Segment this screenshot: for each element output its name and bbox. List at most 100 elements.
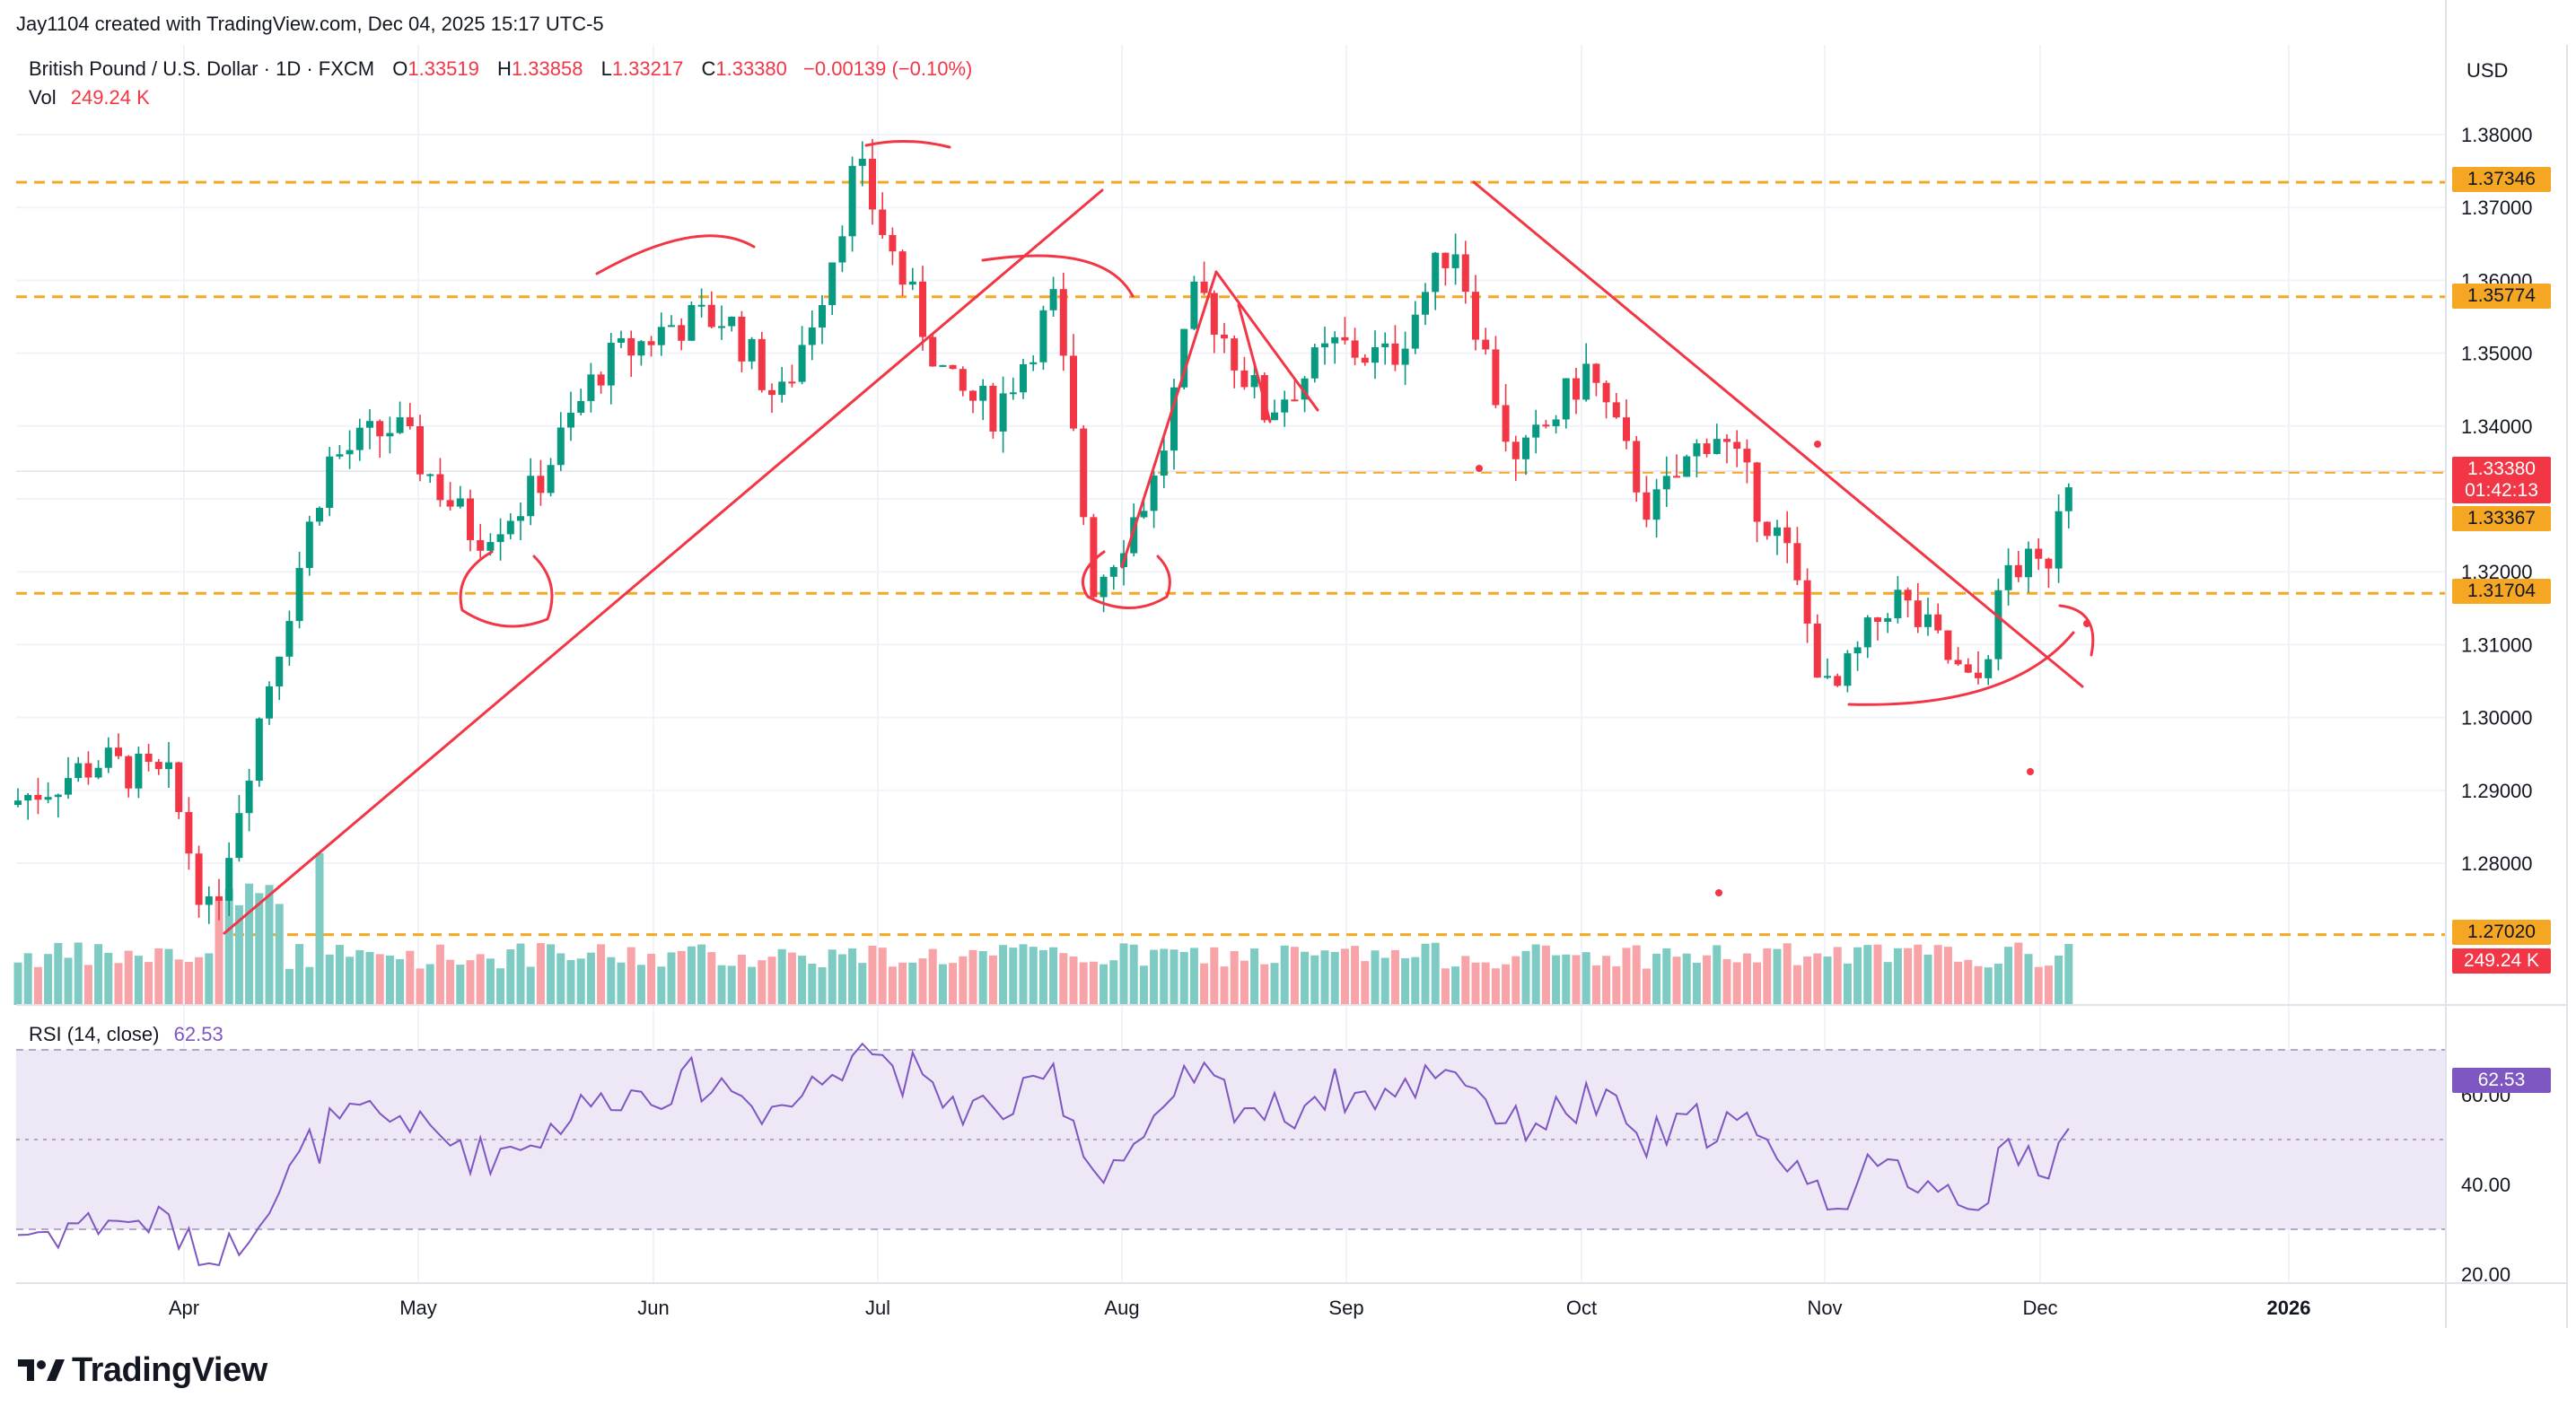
candle-body xyxy=(376,421,384,437)
candle-body xyxy=(1070,355,1077,429)
candle-body xyxy=(316,508,323,522)
chart-credit: Jay1104 created with TradingView.com, De… xyxy=(16,13,604,36)
volume-bar xyxy=(1511,956,1520,1005)
volume-bar xyxy=(1632,945,1641,1005)
volume-bar xyxy=(1763,948,1772,1005)
currency-button[interactable]: USD xyxy=(2459,57,2515,84)
time-tick-label: Apr xyxy=(169,1297,199,1319)
candle-body xyxy=(1472,292,1479,340)
candle-body xyxy=(647,341,655,345)
volume-bar xyxy=(1160,948,1169,1005)
candle-body xyxy=(1703,443,1711,454)
candle-body xyxy=(668,325,675,328)
marker-dot xyxy=(2083,620,2090,627)
candle-body xyxy=(1844,653,1852,686)
candle-body xyxy=(1020,363,1027,393)
candle-body xyxy=(929,336,937,367)
rsi-tag: 62.53 xyxy=(2452,1068,2551,1093)
candle-body xyxy=(1240,370,1249,388)
tradingview-logo[interactable]: TradingView xyxy=(18,1351,267,1390)
candle-body xyxy=(1713,439,1721,454)
volume-bar xyxy=(1662,948,1671,1005)
volume-bar xyxy=(777,948,786,1005)
candle-body xyxy=(456,498,464,507)
rsi-label: RSI (14, close) xyxy=(29,1023,160,1045)
candle-body xyxy=(326,456,334,509)
volume-legend[interactable]: Vol 249.24 K xyxy=(29,86,150,109)
candle-body xyxy=(1914,600,1922,627)
volume-bar xyxy=(1904,948,1913,1005)
volume-bar xyxy=(1803,957,1812,1005)
candle-body xyxy=(1964,664,1972,673)
candle-body xyxy=(517,516,524,521)
volume-bar xyxy=(325,954,334,1005)
time-tick-label: Nov xyxy=(1807,1297,1842,1319)
candle-body xyxy=(1281,399,1289,413)
candle-body xyxy=(1180,328,1188,388)
volume-bar xyxy=(1974,965,1983,1005)
volume-bar xyxy=(265,885,274,1005)
countdown-tag: 01:42:13 xyxy=(2452,478,2551,503)
volume-bar xyxy=(145,962,153,1005)
rsi-line xyxy=(17,1042,2070,1267)
volume-bar xyxy=(346,957,355,1005)
candle-body xyxy=(2004,564,2012,590)
marker-dot xyxy=(1476,465,1483,472)
candle-body xyxy=(215,895,223,901)
candle-body xyxy=(1080,428,1088,518)
volume-bar xyxy=(1280,945,1289,1005)
volume-bar xyxy=(1783,943,1792,1005)
candle-body xyxy=(1140,511,1148,518)
candle-body xyxy=(989,385,997,432)
candle-body xyxy=(1341,336,1349,341)
volume-bar xyxy=(83,965,92,1005)
volume-bar xyxy=(828,949,837,1005)
candle-body xyxy=(738,316,746,362)
open-label: O xyxy=(392,57,408,80)
freehand-drawing xyxy=(1081,550,1171,609)
volume-bar xyxy=(1421,943,1430,1005)
volume-bar xyxy=(1471,962,1480,1005)
candle-body xyxy=(869,158,876,210)
candle-body xyxy=(678,325,686,341)
candle-body xyxy=(496,534,504,543)
volume-bar xyxy=(1270,963,1279,1005)
candle-body xyxy=(65,778,72,795)
volume-bar xyxy=(607,957,616,1005)
change-value: −0.00139 (−0.10%) xyxy=(803,57,973,80)
candle-body xyxy=(959,369,967,391)
horizontal-levels[interactable] xyxy=(16,180,2446,937)
volume-bar xyxy=(74,942,83,1005)
close-label: C xyxy=(701,57,716,80)
volume-bar xyxy=(406,950,415,1005)
candle-body xyxy=(728,316,736,327)
candle-body xyxy=(366,421,373,428)
volume-bar xyxy=(1461,956,1470,1005)
symbol-legend[interactable]: British Pound / U.S. Dollar · 1D · FXCM … xyxy=(29,57,972,81)
candle-body xyxy=(1582,363,1590,400)
volume-bar xyxy=(999,945,1008,1005)
rsi-legend[interactable]: RSI (14, close) 62.53 xyxy=(29,1023,223,1046)
candle-body xyxy=(949,364,957,370)
level-tag-1: 1.37346 xyxy=(2452,167,2551,192)
candle-body xyxy=(1391,343,1399,365)
candle-body xyxy=(919,281,926,337)
symbol-name: British Pound / U.S. Dollar · 1D · FXCM xyxy=(29,57,375,80)
candle-body xyxy=(567,412,574,428)
volume-bar xyxy=(1150,949,1159,1005)
volume-bar xyxy=(1210,947,1219,1005)
price-tick-label: 1.29000 xyxy=(2461,780,2533,802)
candle-body xyxy=(999,393,1007,432)
candle-body xyxy=(1783,527,1792,544)
user-drawings[interactable] xyxy=(223,140,2095,935)
volume-bar xyxy=(54,942,63,1005)
volume-bar xyxy=(748,966,757,1005)
volume-bar xyxy=(1672,957,1681,1005)
volume-bar xyxy=(1059,953,1068,1005)
volume-bar xyxy=(1390,949,1399,1005)
volume-bar xyxy=(1361,961,1370,1005)
volume-bar xyxy=(1552,955,1561,1005)
volume-bar xyxy=(2044,965,2053,1005)
volume-bar xyxy=(1642,968,1651,1005)
